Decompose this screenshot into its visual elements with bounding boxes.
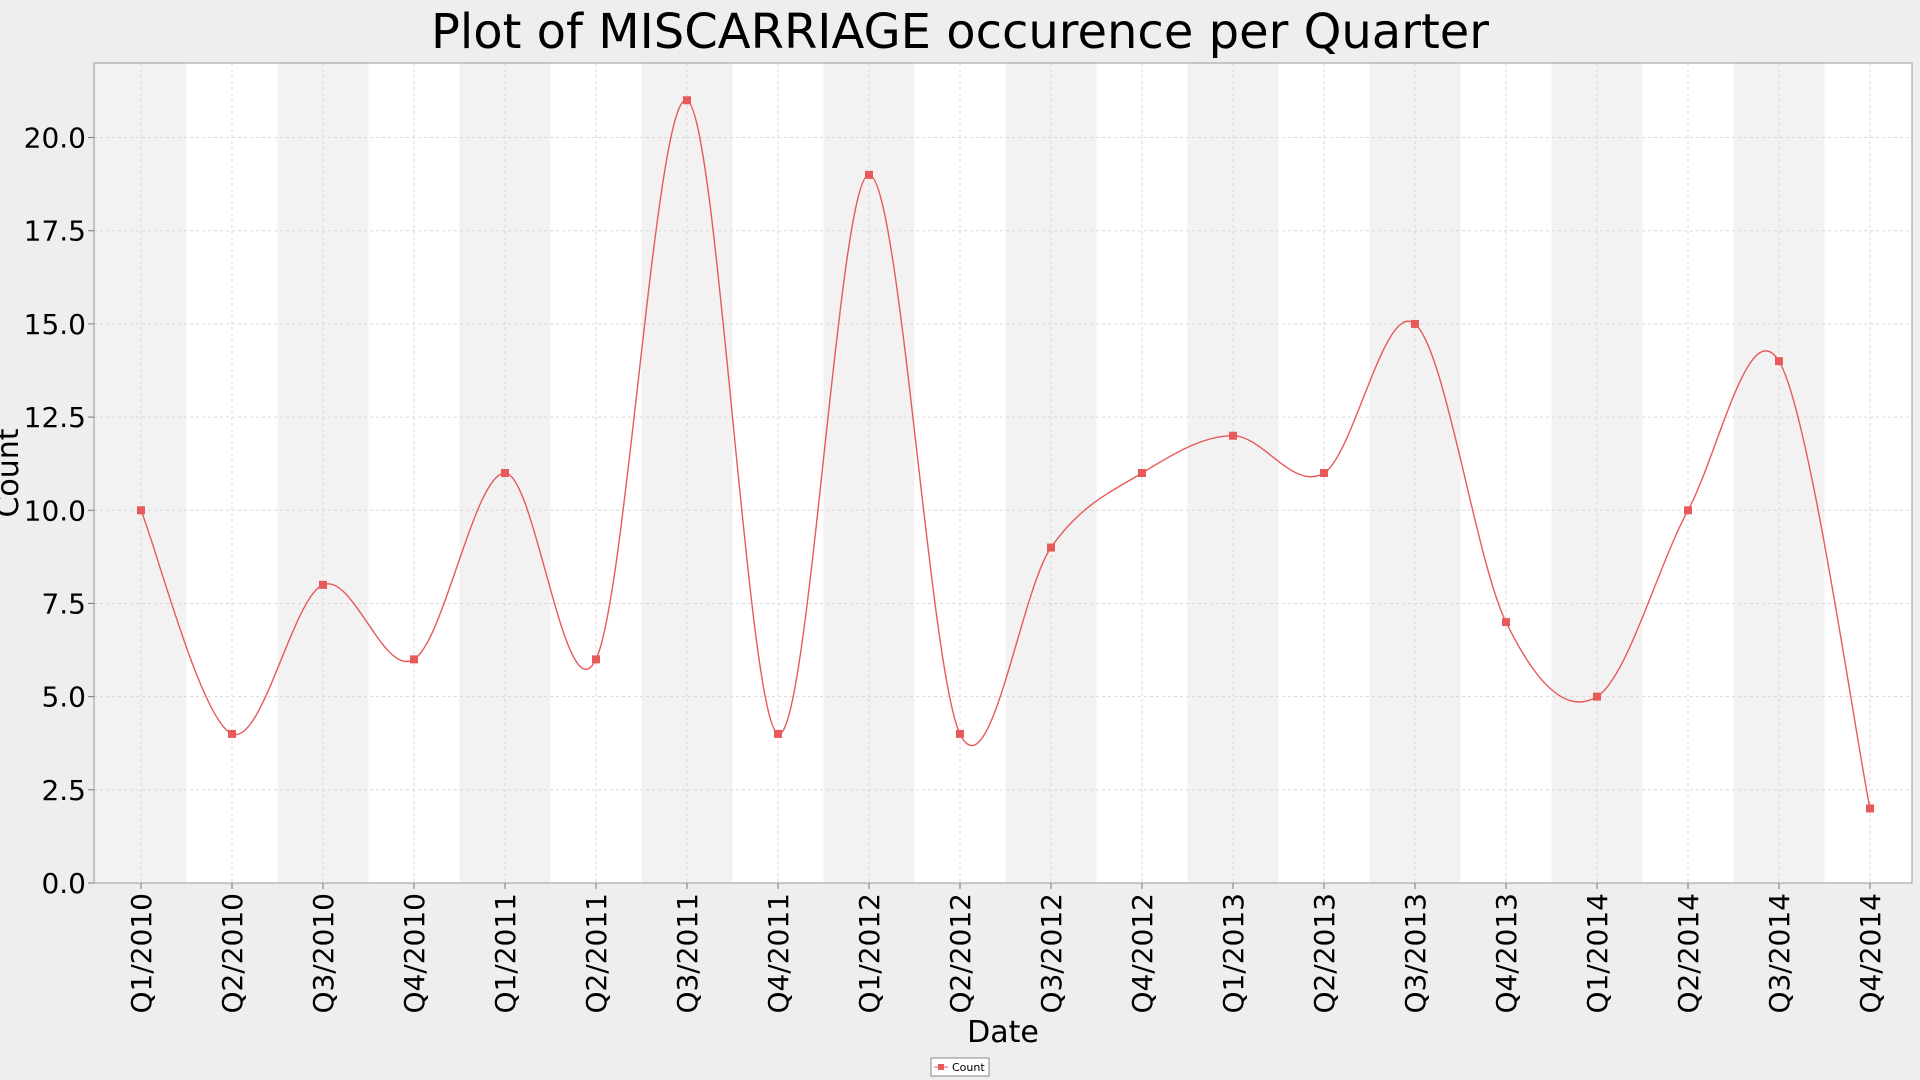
y-tick-label: 12.5 [24, 401, 86, 434]
x-tick-label: Q3/2013 [1399, 893, 1432, 1014]
category-band [1824, 63, 1912, 883]
data-point-marker [1229, 431, 1237, 440]
data-point-marker [1775, 357, 1783, 366]
x-tick-label: Q1/2014 [1581, 893, 1614, 1014]
series-layer [137, 96, 1874, 813]
data-point-marker [1047, 543, 1055, 552]
x-tick-label: Q1/2011 [489, 893, 522, 1014]
data-point-marker [592, 655, 600, 664]
x-tick-label: Q4/2013 [1490, 893, 1523, 1014]
plot-frame [93, 62, 1913, 884]
data-point-marker [865, 170, 873, 179]
data-point-marker [774, 729, 782, 738]
tick-labels: 0.0 2.5 5.0 7.5 10.0 12.5 15.0 17.5 20.0 Q1/2010 Q… [24, 122, 1887, 1014]
data-point-marker [956, 729, 964, 738]
data-point-marker [319, 580, 327, 589]
y-tick-label: 15.0 [24, 308, 86, 341]
chart-title: Plot of MISCARRIAGE occurence per Quarte… [431, 4, 1489, 60]
data-point-marker [1866, 804, 1874, 813]
x-tick-label: Q2/2014 [1672, 893, 1705, 1014]
legend-box [930, 1057, 990, 1077]
x-tick-label: Q3/2012 [1035, 893, 1068, 1014]
x-tick-label: Q2/2012 [944, 893, 977, 1014]
data-point-marker [1502, 618, 1510, 627]
y-tick-label: 7.5 [41, 587, 86, 620]
data-point-marker [501, 469, 509, 477]
data-point-marker [1138, 469, 1146, 477]
series-line-count [140, 99, 1871, 809]
x-tick-label: Q3/2010 [307, 893, 340, 1014]
data-point-marker [410, 655, 418, 664]
data-point-marker [1411, 319, 1419, 328]
data-point-marker [683, 96, 691, 105]
data-point-marker [137, 506, 145, 515]
x-tick-label: Q3/2014 [1763, 893, 1796, 1014]
y-axis-label: Count [0, 428, 26, 517]
x-tick-label: Q1/2012 [853, 893, 886, 1014]
x-tick-label: Q1/2010 [125, 893, 158, 1014]
y-tick-label: 2.5 [41, 774, 86, 807]
x-tick-label: Q4/2014 [1854, 893, 1887, 1014]
legend-series-marker [938, 1064, 944, 1070]
x-tick-label: Q2/2011 [580, 893, 613, 1014]
x-tick-label: Q4/2011 [762, 893, 795, 1014]
data-point-marker [1593, 692, 1601, 701]
axis-ticks [88, 137, 1871, 889]
y-tick-label: 5.0 [41, 681, 86, 714]
category-bands [95, 63, 1912, 883]
x-axis-label: Date [967, 1015, 1039, 1050]
x-tick-label: Q2/2013 [1308, 893, 1341, 1014]
data-point-marker [1320, 469, 1328, 477]
legend: Count [930, 1057, 990, 1077]
legend-series-label: Count [952, 1061, 985, 1074]
x-tick-label: Q4/2010 [398, 893, 431, 1014]
x-tick-label: Q2/2010 [216, 893, 249, 1014]
y-tick-label: 17.5 [24, 215, 86, 248]
x-tick-label: Q1/2013 [1217, 893, 1250, 1014]
x-tick-label: Q3/2011 [671, 893, 704, 1014]
y-tick-label: 20.0 [24, 122, 86, 155]
y-tick-label: 0.0 [41, 867, 86, 900]
data-point-marker [228, 729, 236, 738]
x-tick-label: Q4/2012 [1126, 893, 1159, 1014]
y-tick-label: 10.0 [24, 494, 86, 527]
data-point-marker [1684, 506, 1692, 515]
